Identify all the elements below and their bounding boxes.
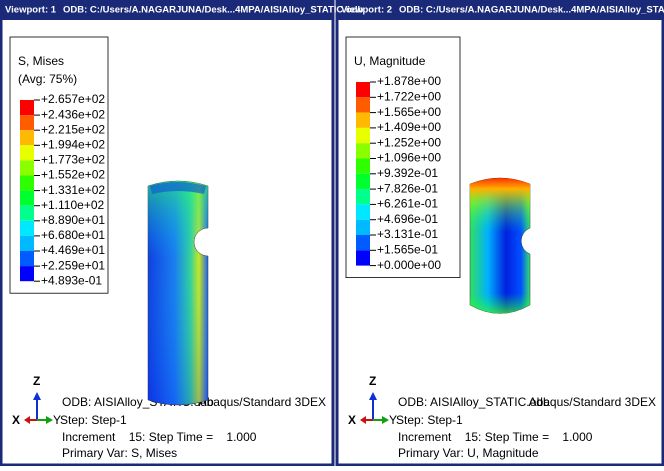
legend-swatch <box>356 204 370 219</box>
legend-label: +7.826e-01 <box>377 181 438 195</box>
legend-swatch <box>20 191 34 206</box>
legend-label: +8.890e+01 <box>41 213 105 227</box>
step: Step: Step-1 <box>396 413 463 427</box>
legend-swatch <box>356 250 370 265</box>
odb-name: ODB: AISIAlloy_STATIC.odb <box>398 395 550 409</box>
legend-swatch <box>20 236 34 251</box>
screen: Viewport: 2ODB: C:/Users/A.NAGARJUNA/Des… <box>0 0 664 466</box>
legend-label: +1.096e+00 <box>377 151 441 165</box>
legend-swatch <box>20 266 34 281</box>
legend-label: +1.409e+00 <box>377 120 441 134</box>
legend-label: +4.893e-01 <box>41 273 102 287</box>
legend-swatch <box>356 174 370 189</box>
legend-label: +2.259e+01 <box>41 258 105 272</box>
odb-path: ODB: C:/Users/A.NAGARJUNA/Desk...4MPA/AI… <box>63 5 364 16</box>
legend-label: +1.994e+02 <box>41 137 105 151</box>
legend-label: +6.680e+01 <box>41 228 105 242</box>
solver: Abaqus/Standard 3DEX <box>199 395 326 409</box>
step: Step: Step-1 <box>60 413 127 427</box>
legend-swatch <box>20 145 34 160</box>
model-contour <box>148 181 208 405</box>
legend-swatch <box>356 143 370 158</box>
legend-swatch <box>356 113 370 128</box>
legend-swatch <box>20 206 34 221</box>
legend-label: +6.261e-01 <box>377 197 438 211</box>
model-contour <box>470 178 530 314</box>
legend-label: +9.392e-01 <box>377 166 438 180</box>
legend-label: +1.110e+02 <box>41 198 105 212</box>
legend-label: +1.252e+00 <box>377 135 441 149</box>
legend-label: +1.878e+00 <box>377 74 441 88</box>
legend-swatch <box>356 220 370 235</box>
legend-label: +1.565e+00 <box>377 105 441 119</box>
solver: Abaqus/Standard 3DEX <box>529 395 656 409</box>
legend-swatch <box>356 159 370 174</box>
legend-swatch <box>20 176 34 191</box>
legend-swatch <box>20 251 34 266</box>
legend-label: +2.436e+02 <box>41 107 105 121</box>
legend-swatch <box>20 221 34 236</box>
legend-swatch <box>20 100 34 115</box>
odb-path: ODB: C:/Users/A.NAGARJUNA/Desk...4MPA/AI… <box>399 5 664 16</box>
legend-swatch <box>20 160 34 175</box>
legend-label: +2.215e+02 <box>41 122 105 136</box>
legend-swatch <box>356 82 370 97</box>
increment: Increment 15: Step Time = 1.000 <box>62 430 257 444</box>
increment: Increment 15: Step Time = 1.000 <box>398 430 593 444</box>
primary-var: Primary Var: U, Magnitude <box>398 446 539 460</box>
legend-swatch <box>356 128 370 143</box>
legend-label: +0.000e+00 <box>377 258 441 272</box>
legend-label: +4.469e+01 <box>41 243 105 257</box>
triad-x-label: X <box>348 413 356 427</box>
legend-label: +2.657e+02 <box>41 92 105 106</box>
legend-title: S, Mises <box>18 54 64 68</box>
legend-label: +1.552e+02 <box>41 168 105 182</box>
legend-label: +4.696e-01 <box>377 212 438 226</box>
legend-swatch <box>356 235 370 250</box>
triad-z-label: Z <box>369 374 376 388</box>
legend-swatch <box>356 97 370 112</box>
triad-z-label: Z <box>33 374 40 388</box>
legend-label: +3.131e-01 <box>377 227 438 241</box>
legend-swatch <box>20 130 34 145</box>
primary-var: Primary Var: S, Mises <box>62 446 177 460</box>
legend-label: +1.722e+00 <box>377 89 441 103</box>
legend-swatch <box>20 115 34 130</box>
legend-swatch <box>356 189 370 204</box>
legend-label: +1.565e-01 <box>377 242 438 256</box>
legend-label: +1.331e+02 <box>41 183 105 197</box>
viewport-title: Viewport: 1 <box>5 5 57 16</box>
legend-title: U, Magnitude <box>354 54 426 68</box>
legend-label: +1.773e+02 <box>41 153 105 167</box>
page: Viewport: 2ODB: C:/Users/A.NAGARJUNA/Des… <box>0 0 664 471</box>
triad-x-label: X <box>12 413 20 427</box>
legend-subtitle: (Avg: 75%) <box>18 72 77 86</box>
